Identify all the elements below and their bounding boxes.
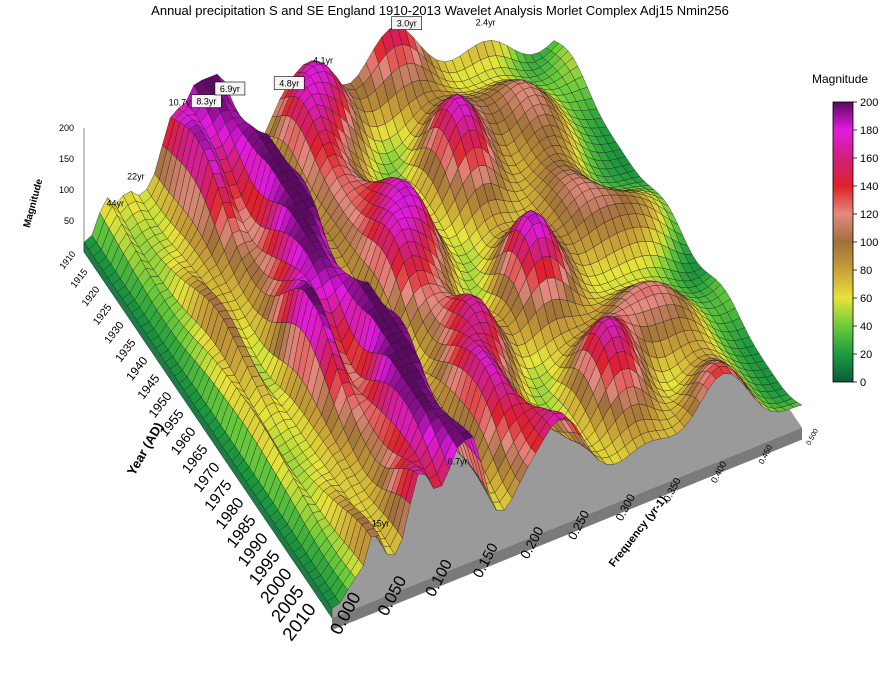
peak-label: 22yr (127, 172, 145, 182)
peak-label: 10.7yr (169, 98, 194, 108)
magnitude-axis: 200 150 100 50 Magnitude (22, 123, 85, 252)
peak-label: 44yr (107, 199, 125, 209)
year-tick-label: 1920 (80, 284, 103, 309)
frequency-tick-label: 0.500 (806, 428, 820, 447)
colorbar-tick-label: 20 (860, 349, 872, 361)
peak-label-box (191, 94, 222, 108)
magnitude-tick-label: 200 (59, 123, 74, 133)
colorbar-tick-label: 200 (860, 97, 878, 109)
chart-title: Annual precipitation S and SE England 19… (151, 3, 729, 18)
colorbar: 0 20 40 60 80 100 120 140 160 180 200 (832, 97, 878, 389)
colorbar-tick-label: 40 (860, 321, 872, 333)
colorbar-tick-label: 180 (860, 125, 878, 137)
surface-mesh (83, 26, 803, 609)
peak-label: 8.3yr (196, 97, 216, 107)
colorbar-tick-label: 80 (860, 265, 872, 277)
colorbar-tick-label: 0 (860, 377, 866, 389)
year-tick-label: 1925 (91, 302, 115, 328)
colorbar-tick-label: 140 (860, 181, 878, 193)
colorbar-tick-label: 160 (860, 153, 878, 165)
colorbar-title: Magnitude (812, 72, 869, 86)
peak-label-box (391, 16, 423, 30)
peak-label: 4.8yr (279, 79, 299, 89)
magnitude-tick-label: 150 (59, 154, 74, 164)
magnitude-tick-label: 50 (64, 216, 74, 226)
magnitude-axis-label: Magnitude (22, 177, 46, 229)
year-tick-label: 1930 (102, 320, 126, 346)
peak-label: 4.1yr (313, 56, 333, 66)
magnitude-tick-label: 100 (59, 185, 74, 195)
peak-label: 6.7yr (448, 456, 468, 466)
peak-label-box (214, 81, 246, 96)
colorbar-gradient (832, 101, 854, 383)
surface-front-skirt (83, 241, 333, 619)
year-tick-label: 1915 (69, 267, 91, 290)
year-tick-label: 1910 (57, 249, 77, 271)
colorbar-tick-label: 100 (860, 237, 878, 249)
peak-label: 2.4yr (476, 18, 496, 28)
peak-labels: 44yr 22yr 15yr 10.7yr 8.3yr 6.9yr 6.7yr 4.8yr 4.… (107, 16, 496, 529)
year-axis-label: Year (AD) (124, 420, 166, 478)
colorbar-tick-label: 120 (860, 209, 878, 221)
peak-label: 3.0yr (397, 19, 417, 29)
peak-label: 6.9yr (220, 84, 240, 94)
peak-label-box (273, 76, 305, 90)
floor-edge (332, 427, 802, 630)
peak-label: 15yr (372, 519, 390, 529)
colorbar-tick-label: 60 (860, 293, 872, 305)
